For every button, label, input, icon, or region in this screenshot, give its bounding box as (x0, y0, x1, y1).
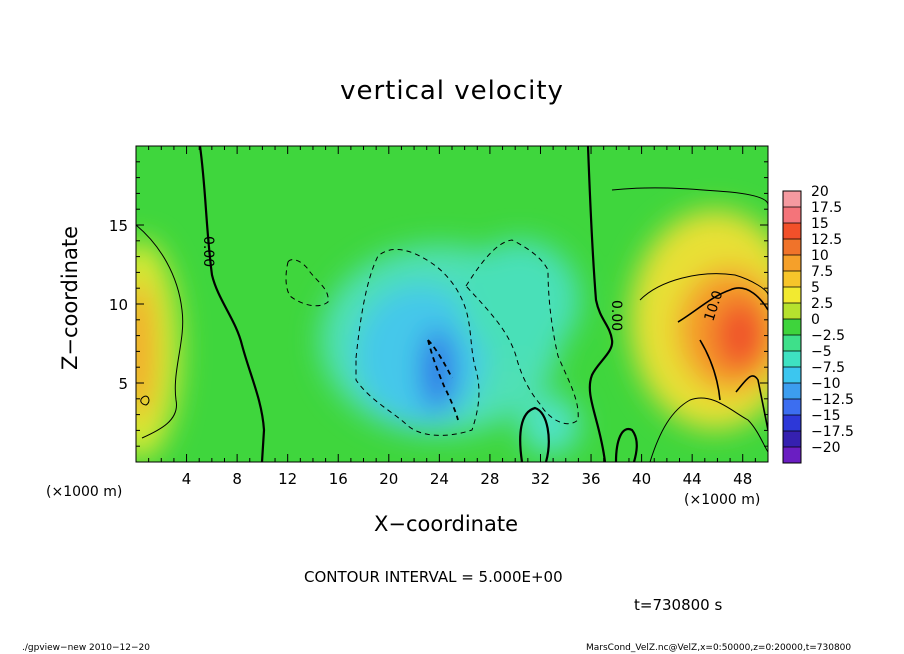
colorbar-swatch (783, 431, 801, 448)
field-blob-left-orange (136, 280, 154, 420)
x-axis-label: X−coordinate (374, 512, 518, 536)
x-tick-label: 36 (581, 470, 600, 488)
x-axis-ticks: 4 8 12 16 20 24 28 32 36 40 44 48 (148, 146, 756, 488)
colorbar-level-label: 2.5 (811, 296, 833, 312)
colorbar-swatch (783, 319, 801, 336)
colorbar-swatch (783, 223, 801, 240)
contour-label-zero-left: 0.00 (200, 236, 216, 267)
y-tick-label: 10 (109, 296, 128, 314)
minus-ten-contour-core (427, 339, 459, 421)
contours-dashed (285, 239, 579, 436)
colorbar-swatch (783, 383, 801, 400)
chart-title: vertical velocity (340, 76, 564, 106)
colorbar-level-label: 17.5 (811, 200, 842, 216)
colorbar-level-label: 0 (811, 312, 820, 328)
x-tick-label: 8 (232, 470, 242, 488)
negative-contour-center (355, 248, 480, 436)
colorbar-swatch (783, 447, 801, 464)
negative-contour-right (465, 239, 579, 425)
colorbar-level-label: −15 (811, 408, 841, 424)
colorbar-swatch (783, 255, 801, 272)
colorbar-level-label: −10 (811, 376, 841, 392)
positive-contour-right-outer (611, 187, 768, 206)
colorbar-level-label: −12.5 (811, 392, 854, 408)
colorbar-level-label: −20 (811, 440, 841, 456)
y-axis-ticks: 5 10 15 (109, 161, 768, 447)
ten-contour-right (677, 287, 768, 431)
colorbar-swatch (783, 303, 801, 320)
colorbar-level-label: −5 (811, 344, 832, 360)
positive-contour-left (136, 224, 184, 439)
x-tick-label: 40 (632, 470, 651, 488)
x-tick-label: 12 (278, 470, 297, 488)
colorbar-swatch (783, 207, 801, 224)
x-tick-label: 28 (480, 470, 499, 488)
x-tick-label: 48 (733, 470, 752, 488)
colorbar-level-label: −2.5 (811, 328, 845, 344)
field-blob-right-red (714, 299, 766, 371)
colorbar: 2017.51512.5107.552.50−2.5−5−7.5−10−12.5… (782, 184, 854, 464)
x-tick-label: 32 (531, 470, 550, 488)
colorbar-level-label: 20 (811, 184, 829, 200)
positive-contour-right-mid (639, 273, 768, 301)
x-unit-label-left: (×1000 m) (46, 484, 123, 500)
colorbar-level-label: 10 (811, 248, 829, 264)
contours-solid (136, 146, 768, 462)
colorbar-level-label: 15 (811, 216, 829, 232)
colorbar-swatch (783, 271, 801, 288)
x-tick-label: 44 (683, 470, 702, 488)
x-tick-label: 20 (379, 470, 398, 488)
plot-area (135, 145, 769, 463)
time-label: t=730800 s (634, 596, 723, 614)
colorbar-swatch (783, 239, 801, 256)
x-tick-label: 24 (430, 470, 449, 488)
colorbar-level-label: 5 (811, 280, 820, 296)
x-tick-label: 4 (182, 470, 192, 488)
negative-contour-upper-left (285, 259, 329, 307)
positive-contour-right-bottom (649, 397, 768, 462)
positive-contour-left-small (140, 395, 150, 406)
colorbar-swatch (783, 367, 801, 384)
field-blob-center-light-blue (355, 285, 485, 425)
colorbar-swatch (783, 191, 801, 208)
x-tick-label: 16 (329, 470, 348, 488)
y-tick-label: 5 (118, 375, 128, 393)
contour-interval-text: CONTOUR INTERVAL = 5.000E+00 (304, 568, 563, 586)
footer-file-info: MarsCond_VelZ.nc@VelZ,x=0:50000,z=0:2000… (586, 643, 852, 653)
colorbar-swatch (783, 351, 801, 368)
footer-command: ./gpview−new 2010−12−20 (22, 643, 150, 653)
field-blob-bottom-cyan (520, 395, 580, 455)
zero-contour-bottom-blob (519, 406, 550, 462)
colorbar-level-label: −7.5 (811, 360, 845, 376)
colorbar-swatch (783, 415, 801, 432)
colorbar-level-label: 7.5 (811, 264, 833, 280)
zero-contour-bottom-right (614, 427, 638, 462)
zero-contour-right (586, 146, 614, 462)
x-unit-label-right: (×1000 m) (684, 492, 761, 508)
field-blob-mid-cyan (460, 240, 580, 360)
colorbar-level-label: −17.5 (811, 424, 854, 440)
zero-contour-left (198, 146, 266, 462)
colorbar-swatch (783, 335, 801, 352)
contour-label-zero-right: 0.00 (608, 300, 624, 331)
colorbar-swatch (783, 399, 801, 416)
colorbar-level-label: 12.5 (811, 232, 842, 248)
y-tick-label: 15 (109, 217, 128, 235)
colorbar-swatch (783, 287, 801, 304)
y-axis-label: Z−coordinate (58, 226, 82, 370)
